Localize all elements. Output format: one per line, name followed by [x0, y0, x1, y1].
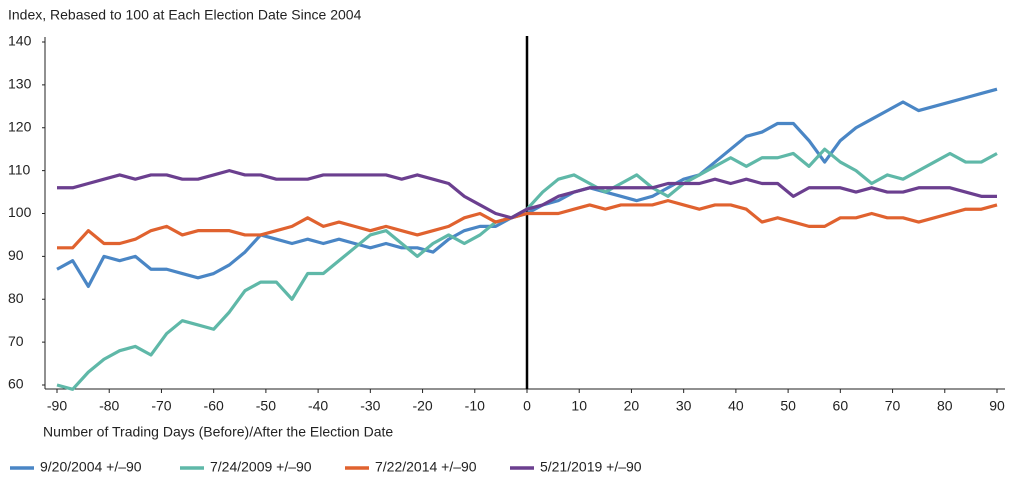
x-tick-label: 70 [885, 398, 901, 414]
y-tick-label: 90 [8, 247, 24, 263]
y-tick-label: 60 [8, 376, 24, 392]
legend-label: 9/20/2004 +/–90 [40, 459, 142, 475]
y-tick-label: 130 [8, 76, 32, 92]
x-tick-label: -10 [465, 398, 485, 414]
x-tick-label: 60 [833, 398, 849, 414]
x-tick-label: -60 [204, 398, 224, 414]
x-tick-label: 50 [780, 398, 796, 414]
series-line [57, 169, 997, 220]
x-tick-label: -40 [308, 398, 328, 414]
x-axis-label: Number of Trading Days (Before)/After th… [43, 424, 393, 440]
series-line [57, 199, 998, 250]
x-tick-label: -80 [99, 398, 119, 414]
y-tick-label: 110 [8, 161, 31, 177]
x-tick-label: -50 [256, 398, 276, 414]
x-tick-label: 40 [728, 398, 744, 414]
legend-label: 7/22/2014 +/–90 [375, 459, 477, 475]
y-tick-label: 70 [8, 333, 24, 349]
y-tick-label: 140 [8, 33, 32, 49]
x-tick-label: 10 [571, 398, 587, 414]
y-tick-label: 80 [8, 290, 24, 306]
x-tick-label: 20 [624, 398, 640, 414]
x-tick-label: 80 [937, 398, 953, 414]
x-tick-label: -90 [47, 398, 67, 414]
x-tick-label: -20 [412, 398, 432, 414]
x-tick-label: 0 [523, 398, 531, 414]
x-tick-label: -70 [151, 398, 171, 414]
x-tick-label: 30 [676, 398, 692, 414]
x-tick-label: -30 [360, 398, 380, 414]
chart-title: Index, Rebased to 100 at Each Election D… [8, 7, 362, 23]
legend-label: 7/24/2009 +/–90 [210, 459, 312, 475]
legend-label: 5/21/2019 +/–90 [540, 459, 642, 475]
y-tick-label: 100 [8, 204, 32, 220]
y-tick-label: 120 [8, 118, 32, 134]
x-tick-label: 90 [989, 398, 1005, 414]
